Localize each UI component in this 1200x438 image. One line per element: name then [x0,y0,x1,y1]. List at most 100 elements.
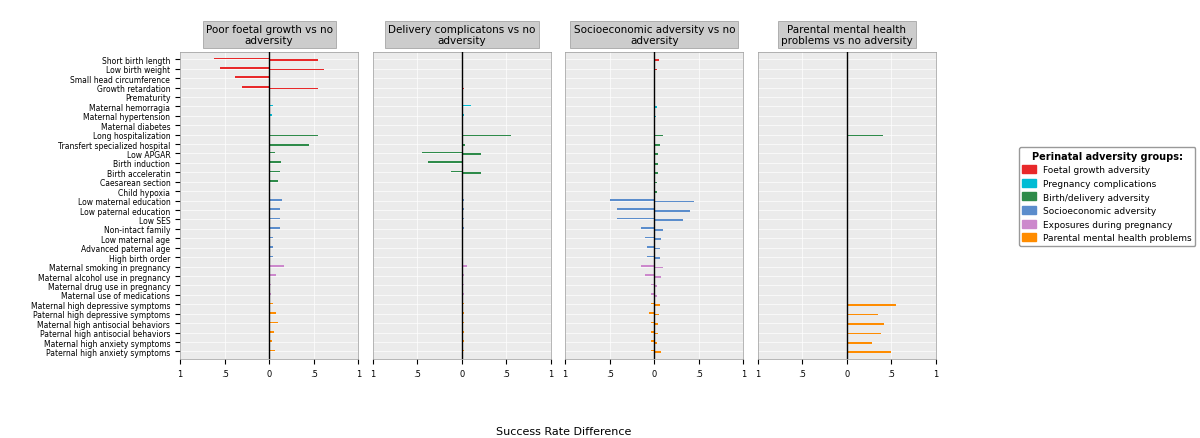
Bar [269,181,278,182]
Bar [462,145,466,146]
Bar [654,70,656,71]
Bar [462,106,470,107]
Bar [462,209,463,211]
Bar [269,275,276,276]
Bar [654,135,664,137]
Bar [650,303,654,304]
Bar [269,256,272,258]
Bar [654,314,659,316]
Bar [214,58,269,60]
Bar [610,200,654,201]
Bar [462,312,463,314]
Bar [654,333,658,335]
Bar [269,350,275,352]
Bar [462,88,463,90]
Bar [650,293,654,295]
Bar [646,237,654,239]
Bar [654,220,683,222]
Bar [649,312,654,314]
Bar [847,314,878,316]
Bar [462,265,467,267]
Bar [220,68,269,70]
Bar [654,182,656,184]
Bar [269,88,318,90]
Bar [654,258,660,259]
Bar [654,117,656,118]
Bar [654,304,660,306]
Bar [654,192,656,194]
Bar [421,152,462,154]
Bar [269,209,280,211]
Bar [269,70,324,71]
Bar [654,267,664,268]
Bar [847,304,896,306]
Bar [650,284,654,286]
Bar [462,218,463,220]
Bar [269,145,310,146]
Bar [654,342,656,344]
Bar [269,341,272,342]
Bar [650,350,654,352]
Bar [654,323,658,325]
Bar [654,211,690,212]
Bar [654,286,656,287]
Bar [654,248,660,250]
Bar [654,163,658,165]
Bar [617,209,654,211]
Bar [647,256,654,258]
Bar [462,275,463,276]
Bar [269,218,280,220]
Bar [462,284,463,286]
Bar [462,293,463,295]
Bar [647,247,654,248]
Bar [269,135,318,137]
Bar [428,162,462,163]
Text: Success Rate Difference: Success Rate Difference [497,426,631,436]
Bar [269,162,281,163]
Bar [847,323,884,325]
Bar [654,201,695,203]
Bar [269,115,272,117]
Bar [654,173,658,175]
Bar [242,87,269,88]
Bar [650,322,654,323]
Bar [847,342,872,344]
Title: Parental mental health
problems vs no adversity: Parental mental health problems vs no ad… [781,25,913,46]
Bar [462,154,481,156]
Title: Delivery complicatons vs no
adversity: Delivery complicatons vs no adversity [388,25,535,46]
Bar [654,276,660,278]
Bar [847,352,892,353]
Bar [269,331,275,333]
Bar [269,171,280,173]
Bar [269,200,282,201]
Legend: Foetal growth adversity, Pregnancy complications, Birth/delivery adversity, Soci: Foetal growth adversity, Pregnancy compl… [1019,148,1195,247]
Bar [235,77,269,79]
Bar [269,60,318,62]
Bar [269,265,284,267]
Bar [654,239,661,240]
Bar [650,331,654,333]
Bar [847,333,881,335]
Bar [847,135,882,137]
Bar [641,265,654,267]
Bar [269,303,272,304]
Bar [646,275,654,276]
Bar [462,350,463,352]
Bar [654,107,656,109]
Bar [654,145,660,146]
Bar [654,352,661,353]
Bar [269,284,271,286]
Bar [462,331,463,333]
Bar [269,237,272,239]
Bar [269,152,275,154]
Title: Poor foetal growth vs no
adversity: Poor foetal growth vs no adversity [205,25,332,46]
Bar [269,228,280,230]
Bar [462,115,464,117]
Bar [462,173,481,175]
Bar [269,247,272,248]
Bar [654,295,656,297]
Bar [654,154,658,156]
Bar [462,228,463,230]
Bar [462,135,511,137]
Bar [641,228,654,230]
